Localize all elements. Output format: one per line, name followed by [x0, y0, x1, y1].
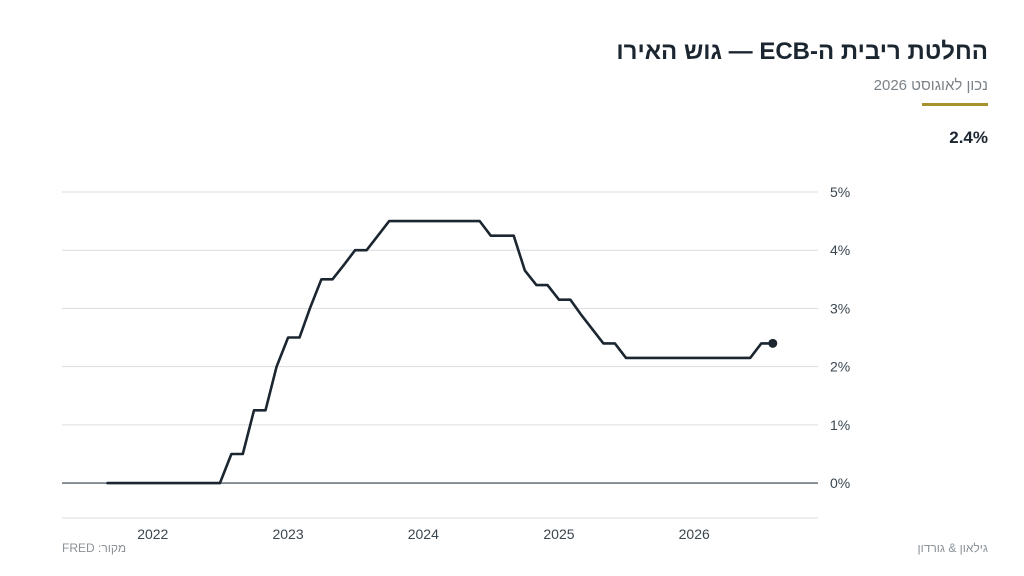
grid-lines [62, 191, 818, 519]
x-tick-label: 2023 [272, 526, 303, 542]
credit-note: גילאון & גורדון [917, 541, 988, 555]
series-line [106, 219, 775, 485]
x-axis-ticks: 2022 2023 2024 2025 2026 [137, 526, 710, 542]
y-tick-label: 4% [830, 242, 850, 258]
x-tick-label: 2024 [408, 526, 439, 542]
x-tick-label: 2026 [679, 526, 710, 542]
y-tick-label: 5% [830, 184, 850, 200]
y-tick-label: 2% [830, 359, 850, 375]
y-tick-label: 3% [830, 300, 850, 316]
y-tick-label: 1% [830, 417, 850, 433]
last-point-marker [768, 338, 778, 348]
accent-rule [922, 103, 988, 106]
series-layer [106, 219, 778, 485]
y-tick-label: 0% [830, 475, 850, 491]
chart-title: החלטת ריבית ה-ECB — גוש האירו [616, 38, 988, 65]
x-tick-label: 2022 [137, 526, 168, 542]
y-axis-ticks: 0% 1% 2% 3% 4% 5% [830, 184, 850, 491]
source-note: מקור: FRED [62, 541, 127, 555]
x-tick-label: 2025 [543, 526, 574, 542]
current-value: 2.4% [949, 128, 988, 147]
chart-subtitle: נכון לאוגוסט 2026 [873, 77, 988, 94]
